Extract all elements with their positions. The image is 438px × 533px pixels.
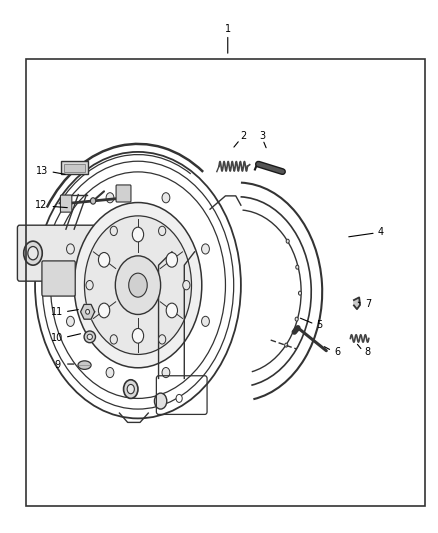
Ellipse shape bbox=[99, 253, 110, 267]
Ellipse shape bbox=[286, 239, 289, 243]
Text: 4: 4 bbox=[378, 227, 384, 237]
Polygon shape bbox=[81, 304, 95, 319]
Bar bbox=[64, 164, 85, 172]
Ellipse shape bbox=[124, 379, 138, 399]
Text: 8: 8 bbox=[365, 347, 371, 357]
Ellipse shape bbox=[129, 273, 147, 297]
Ellipse shape bbox=[110, 335, 117, 344]
Ellipse shape bbox=[162, 193, 170, 203]
Polygon shape bbox=[354, 297, 360, 309]
Text: 6: 6 bbox=[334, 347, 340, 357]
FancyBboxPatch shape bbox=[18, 225, 109, 281]
Text: 10: 10 bbox=[51, 334, 63, 343]
Ellipse shape bbox=[166, 303, 177, 318]
Text: 1: 1 bbox=[225, 25, 231, 34]
Ellipse shape bbox=[298, 291, 301, 295]
Ellipse shape bbox=[67, 316, 74, 326]
Ellipse shape bbox=[132, 328, 144, 343]
Text: 13: 13 bbox=[35, 166, 48, 175]
Ellipse shape bbox=[176, 394, 182, 402]
Ellipse shape bbox=[296, 265, 299, 269]
Bar bbox=[26, 59, 425, 506]
Ellipse shape bbox=[106, 367, 114, 377]
Ellipse shape bbox=[78, 361, 91, 369]
Ellipse shape bbox=[99, 303, 110, 318]
Text: 5: 5 bbox=[317, 320, 323, 330]
Ellipse shape bbox=[183, 280, 190, 290]
Text: 3: 3 bbox=[260, 131, 266, 141]
Text: 7: 7 bbox=[365, 299, 371, 309]
Ellipse shape bbox=[110, 226, 117, 236]
Ellipse shape bbox=[295, 317, 298, 321]
Text: 9: 9 bbox=[54, 360, 60, 370]
Ellipse shape bbox=[201, 316, 209, 326]
Ellipse shape bbox=[87, 334, 92, 340]
Text: 2: 2 bbox=[240, 131, 246, 141]
FancyBboxPatch shape bbox=[60, 195, 72, 212]
Ellipse shape bbox=[132, 227, 144, 242]
Ellipse shape bbox=[24, 241, 42, 265]
Ellipse shape bbox=[162, 367, 170, 377]
Bar bbox=[61, 161, 88, 174]
Ellipse shape bbox=[115, 256, 161, 314]
Ellipse shape bbox=[84, 331, 95, 343]
Ellipse shape bbox=[159, 226, 166, 236]
Ellipse shape bbox=[155, 393, 167, 409]
Ellipse shape bbox=[285, 343, 288, 347]
FancyBboxPatch shape bbox=[42, 261, 75, 296]
FancyBboxPatch shape bbox=[116, 185, 131, 202]
Ellipse shape bbox=[67, 244, 74, 254]
Ellipse shape bbox=[86, 309, 90, 314]
Ellipse shape bbox=[201, 244, 209, 254]
Ellipse shape bbox=[106, 193, 114, 203]
Text: 12: 12 bbox=[35, 200, 48, 210]
Ellipse shape bbox=[86, 280, 93, 290]
Ellipse shape bbox=[159, 335, 166, 344]
Ellipse shape bbox=[28, 246, 38, 260]
Ellipse shape bbox=[127, 384, 134, 394]
Ellipse shape bbox=[74, 203, 202, 368]
Ellipse shape bbox=[90, 198, 95, 204]
Text: 11: 11 bbox=[51, 307, 63, 317]
Ellipse shape bbox=[85, 216, 191, 354]
Ellipse shape bbox=[166, 253, 177, 267]
